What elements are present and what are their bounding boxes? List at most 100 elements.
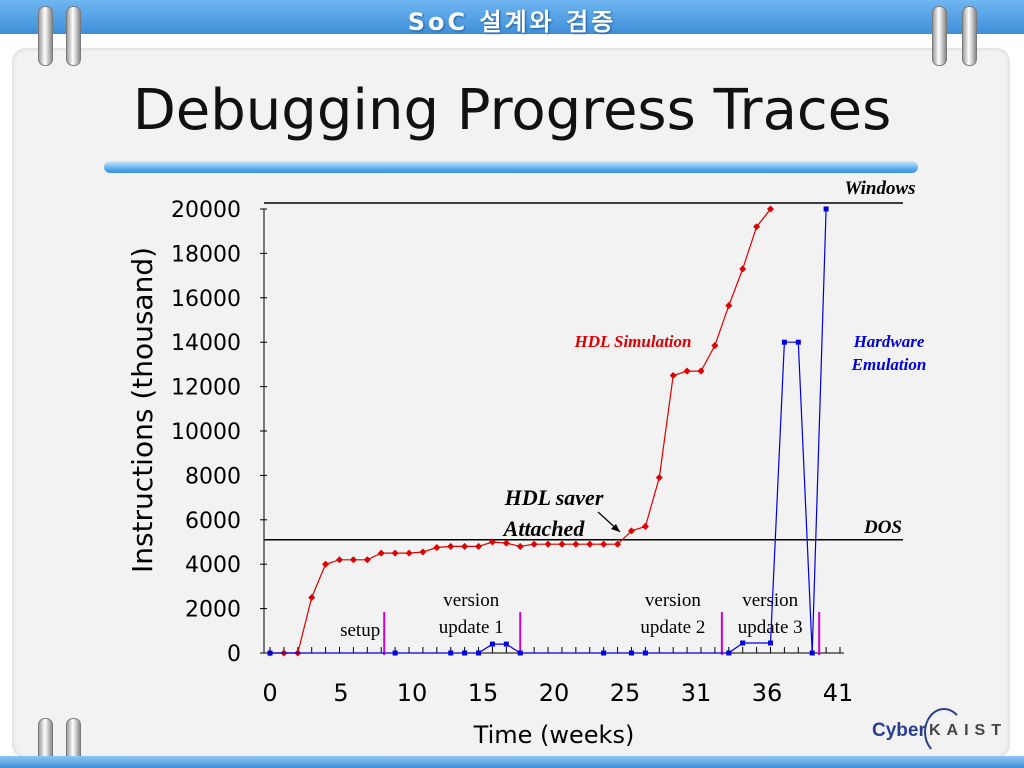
data-point-hdl — [530, 540, 538, 548]
marker-label: setup — [340, 620, 380, 641]
marker-label: update 2 — [640, 617, 705, 638]
reference-lines: Windows DOS — [264, 178, 916, 541]
x-tick-label: 36 — [752, 679, 783, 707]
series-line-hdl — [270, 208, 771, 654]
binder-ring-icon — [38, 6, 53, 66]
reference-label-dos: DOS — [863, 517, 902, 538]
y-tick-label: 6000 — [185, 509, 241, 534]
data-point-hdl — [766, 205, 775, 213]
data-point-hw — [767, 640, 773, 646]
data-point-hw — [489, 641, 495, 647]
y-tick-label: 16000 — [171, 287, 241, 312]
data-point-hdl — [475, 542, 483, 550]
top-banner: SoC 설계와 검증 — [0, 0, 1024, 36]
data-point-hdl — [391, 549, 399, 557]
x-tick-label: 31 — [681, 679, 712, 707]
data-point-hdl — [614, 540, 622, 548]
data-point-hdl — [711, 341, 719, 350]
y-tick-label: 14000 — [171, 331, 241, 356]
data-point-hdl — [725, 302, 733, 310]
cyber-kaist-logo: Cyber KAIST — [872, 708, 1012, 756]
data-point-hdl — [405, 549, 413, 557]
data-point-hw — [823, 206, 829, 212]
logo-cyber-text: Cyber — [872, 720, 926, 741]
title-underline-bar — [104, 161, 918, 173]
data-point-hdl — [641, 522, 649, 530]
hardware-label: Hardware — [853, 332, 925, 351]
data-point-hdl — [669, 371, 677, 380]
series-line-hw — [270, 208, 827, 654]
x-tick-label: 41 — [823, 679, 854, 707]
x-tick-label: 25 — [610, 679, 641, 707]
marker-label: version — [645, 590, 701, 611]
data-point-hdl — [447, 542, 455, 550]
data-point-hw — [781, 339, 787, 345]
y-tick-label: 2000 — [185, 598, 241, 623]
chart-labels: HDL Simulation Hardware Emulation HDL saver… — [502, 332, 927, 541]
x-tick-label: 15 — [468, 679, 499, 707]
data-point-hw — [392, 650, 398, 656]
reference-label-windows: Windows — [844, 178, 915, 199]
data-point-hdl — [502, 539, 510, 547]
data-point-hw — [503, 641, 509, 647]
data-point-hw — [517, 650, 523, 656]
data-point-hdl — [349, 556, 357, 564]
marker-label: update 1 — [439, 617, 504, 638]
x-tick-label: 20 — [539, 679, 570, 707]
y-tick-label: 0 — [227, 642, 241, 667]
y-tick-label: 10000 — [171, 420, 241, 445]
data-point-hdl — [753, 223, 761, 231]
y-tick-label: 18000 — [171, 242, 241, 267]
emulation-label: Emulation — [851, 355, 927, 374]
data-point-hdl — [586, 540, 594, 548]
banner-title: SoC 설계와 검증 — [407, 8, 617, 36]
data-point-hdl — [544, 540, 552, 548]
x-tick-label: 0 — [262, 679, 277, 707]
chart-series — [266, 205, 829, 657]
data-point-hdl — [322, 560, 330, 568]
y-axis-title: Instructions (thousand) — [126, 247, 159, 573]
attached-label: Attached — [502, 516, 586, 541]
y-tick-label: 4000 — [185, 553, 241, 578]
logo-swoosh-icon — [924, 708, 964, 756]
data-point-hw — [462, 650, 468, 656]
marker-label: version — [742, 590, 798, 611]
hdl-saver-label: HDL saver — [504, 485, 604, 510]
x-tick-label: 10 — [397, 679, 428, 707]
data-point-hdl — [627, 527, 635, 535]
data-point-hdl — [419, 548, 427, 556]
binder-ring-icon — [962, 6, 977, 66]
data-point-hw — [726, 650, 732, 656]
marker-label: update 3 — [738, 617, 803, 638]
arrowhead-icon — [611, 524, 620, 532]
data-point-hw — [476, 650, 482, 656]
x-axis-title: Time (weeks) — [473, 721, 635, 749]
data-point-hw — [601, 650, 607, 656]
data-point-hdl — [363, 556, 371, 564]
hdl-simulation-label: HDL Simulation — [574, 332, 692, 351]
data-point-hw — [795, 339, 801, 345]
chart-axes: 0 2000 4000 6000 8000 10000 12000 14000 16000 180… — [126, 198, 853, 749]
data-point-hw — [267, 650, 273, 656]
data-point-hdl — [516, 542, 524, 550]
data-point-hdl — [308, 593, 316, 602]
data-point-hw — [448, 650, 454, 656]
page-title: Debugging Progress Traces — [132, 78, 892, 143]
data-point-hw — [809, 650, 815, 656]
data-point-hdl — [697, 367, 705, 375]
y-tick-label: 12000 — [171, 376, 241, 401]
binder-ring-icon — [932, 6, 947, 66]
data-point-hw — [740, 640, 746, 646]
y-tick-label: 8000 — [185, 464, 241, 489]
y-tick-label: 20000 — [171, 198, 241, 223]
data-point-hdl — [600, 540, 608, 548]
data-point-hdl — [377, 549, 385, 557]
data-point-hdl — [461, 542, 469, 550]
logo-kaist-text: KAIST — [929, 722, 1007, 739]
data-point-hdl — [335, 556, 344, 564]
data-point-hdl — [433, 544, 441, 552]
data-point-hw — [642, 650, 648, 656]
data-point-hdl — [488, 538, 496, 546]
bottom-bar — [0, 756, 1024, 768]
data-point-hdl — [683, 367, 691, 375]
